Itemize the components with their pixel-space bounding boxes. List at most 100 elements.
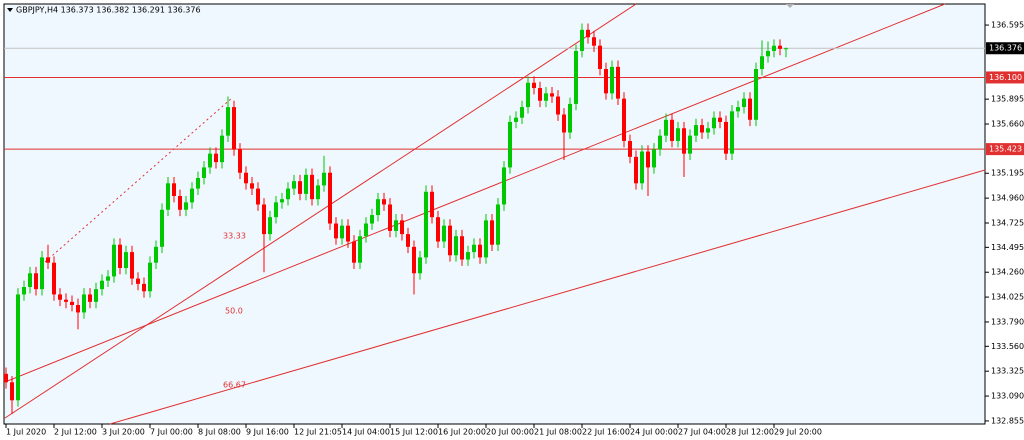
candle-body [52,262,56,295]
candle-body [652,149,656,168]
candle-body [154,246,158,263]
candle-body [328,172,332,224]
candle-body [70,301,74,306]
candle-body [118,244,122,268]
candle-body [784,48,788,50]
candle-body [700,125,704,133]
candle-body [502,167,506,205]
candle-body [436,217,440,242]
candle-body [208,153,212,168]
candle-body [778,45,782,49]
candle-body [196,178,200,189]
candle-body [232,107,236,150]
fib-label: 66.67 [223,381,246,390]
candle-body [292,181,296,189]
candle-body [100,280,104,290]
candle-body [610,66,614,94]
dashed-line [44,97,233,263]
candle-body [682,128,686,154]
candle-body [112,244,116,277]
candle-body [694,125,698,136]
candle-body [718,117,722,122]
candle-body [22,287,26,295]
candle-body [268,217,272,235]
candle-body [184,202,188,210]
candle-body [592,37,596,46]
x-tick-label: 29 Jul 20:00 [774,428,822,437]
candle-body [730,111,734,154]
candle-body [142,283,146,292]
candle-body [640,151,644,184]
candle-body [124,252,128,268]
plot-area [3,3,986,425]
candle-body [736,107,740,112]
price-label: 136.376 [989,44,1022,53]
x-tick-label: 21 Jul 08:00 [534,428,582,437]
candle-body [244,172,248,184]
candle-body [256,188,260,205]
candle-body [382,199,386,205]
candle-body [4,373,8,383]
candle-body [40,257,44,290]
y-tick-label: 135.895 [991,95,1024,104]
candle-body [340,225,344,239]
candle-body [226,107,230,136]
candle-body [10,382,14,401]
candle-body [280,199,284,203]
candle-body [550,93,554,97]
candle-body [202,167,206,179]
x-tick-label: 27 Jul 04:00 [678,428,726,437]
y-tick-label: 133.090 [991,392,1024,401]
y-tick-label: 135.195 [991,169,1024,178]
candle-body [574,50,578,104]
x-tick-label: 9 Jul 16:00 [246,428,289,437]
channel-line [109,169,986,425]
candle-body [472,244,476,253]
candle-body [604,68,608,94]
level-label-box [986,71,1024,84]
candle-body [136,278,140,284]
candle-body [370,215,374,224]
x-tick-label: 12 Jul 21:05 [294,428,342,437]
y-tick-label: 134.260 [991,268,1024,277]
candle-body [88,294,92,302]
channel-line [4,3,946,383]
x-tick-label: 28 Jul 12:00 [726,428,774,437]
candle-body [454,236,458,256]
fib-label: 33.33 [223,232,246,241]
candle-body [46,257,50,263]
y-tick-label: 134.495 [991,243,1024,252]
candle-body [544,93,548,101]
x-tick-label: 1 Jul 2020 [6,428,46,437]
candle-body [712,117,716,129]
candle-body [754,68,758,120]
candle-body [568,103,572,133]
candle-body [322,172,326,186]
candle-body [706,128,710,133]
y-tick-label: 134.025 [991,293,1024,302]
trend-lines [4,3,986,425]
level-label-box [986,143,1024,156]
y-tick-label: 132.855 [991,416,1024,425]
candle-body [496,204,500,245]
x-tick-label: 8 Jul 08:00 [198,428,241,437]
y-tick-label: 133.325 [991,367,1024,376]
candle-body [178,196,182,210]
candle-body [442,225,446,242]
candle-body [520,107,524,118]
candle-body [538,88,542,101]
candle-body [364,223,368,237]
candle-body [424,191,428,258]
candle-body [82,294,86,313]
candle-body [58,294,62,300]
candle-body [664,119,668,136]
candle-body [310,174,314,200]
menu-arrow [7,8,13,12]
candle-body [562,114,566,133]
candle-body [94,289,98,302]
x-tick-label: 20 Jul 00:00 [486,428,534,437]
x-tick-label: 15 Jul 12:00 [390,428,438,437]
candle-body [508,121,512,168]
candle-body [130,252,134,279]
x-tick-label: 16 Jul 20:00 [438,428,486,437]
